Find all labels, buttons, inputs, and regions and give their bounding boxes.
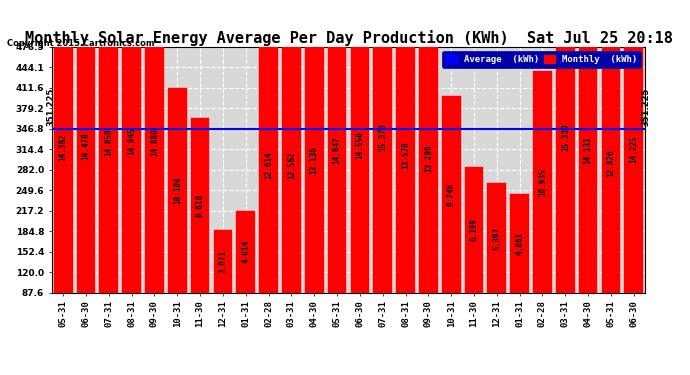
Bar — [442, 96, 460, 292]
Bar — [533, 72, 552, 292]
Bar — [168, 88, 186, 292]
Text: Copyright 2015 Cartronics.com: Copyright 2015 Cartronics.com — [7, 39, 155, 48]
Text: 15.370: 15.370 — [378, 123, 387, 151]
Text: 14.225: 14.225 — [629, 135, 638, 163]
Text: 6.199: 6.199 — [469, 218, 478, 242]
Text: 351.225: 351.225 — [642, 87, 651, 126]
Legend: Average  (kWh), Monthly  (kWh): Average (kWh), Monthly (kWh) — [442, 51, 640, 68]
Bar — [351, 0, 369, 292]
Bar — [624, 5, 643, 292]
Bar — [282, 39, 301, 292]
Text: 4.014: 4.014 — [241, 240, 250, 264]
Bar — [511, 194, 529, 292]
Text: 13.289: 13.289 — [424, 144, 433, 172]
Text: 8.610: 8.610 — [195, 194, 205, 217]
Text: 3.071: 3.071 — [219, 250, 228, 273]
Text: 12.614: 12.614 — [264, 151, 273, 179]
Bar — [214, 230, 233, 292]
Text: 13.136: 13.136 — [310, 146, 319, 174]
Bar — [579, 7, 598, 292]
Bar — [145, 0, 164, 292]
Bar — [556, 0, 575, 292]
Bar — [122, 0, 141, 292]
Bar — [99, 0, 118, 292]
Text: 14.859: 14.859 — [104, 129, 113, 156]
Text: 9.746: 9.746 — [446, 183, 455, 206]
Bar — [54, 2, 72, 292]
Text: 12.562: 12.562 — [287, 152, 296, 179]
Text: 14.047: 14.047 — [333, 136, 342, 164]
Bar — [305, 27, 324, 292]
Bar — [190, 118, 210, 292]
Text: 351.225: 351.225 — [46, 87, 55, 126]
Bar — [77, 0, 95, 292]
Text: 10.108: 10.108 — [172, 177, 181, 204]
Bar — [373, 0, 392, 292]
Text: 14.945: 14.945 — [127, 128, 136, 155]
Text: 14.556: 14.556 — [355, 132, 364, 159]
Bar — [487, 183, 506, 292]
Text: 12.826: 12.826 — [607, 149, 615, 177]
Bar — [259, 38, 278, 292]
Bar — [419, 24, 437, 292]
Bar — [328, 9, 346, 292]
Text: 5.397: 5.397 — [492, 226, 502, 249]
Text: 4.861: 4.861 — [515, 232, 524, 255]
Text: 15.330: 15.330 — [561, 124, 570, 152]
Bar — [237, 211, 255, 292]
Bar — [464, 167, 483, 292]
Text: 14.382: 14.382 — [59, 133, 68, 161]
Text: 13.578: 13.578 — [401, 141, 410, 169]
Bar — [396, 18, 415, 292]
Title: Monthly Solar Energy Average Per Day Production (KWh)  Sat Jul 25 20:18: Monthly Solar Energy Average Per Day Pro… — [25, 30, 672, 46]
Text: 14.478: 14.478 — [81, 132, 90, 160]
Bar — [602, 33, 620, 292]
Text: 14.880: 14.880 — [150, 128, 159, 156]
Text: 14.131: 14.131 — [584, 136, 593, 164]
Text: 10.935: 10.935 — [538, 168, 547, 196]
